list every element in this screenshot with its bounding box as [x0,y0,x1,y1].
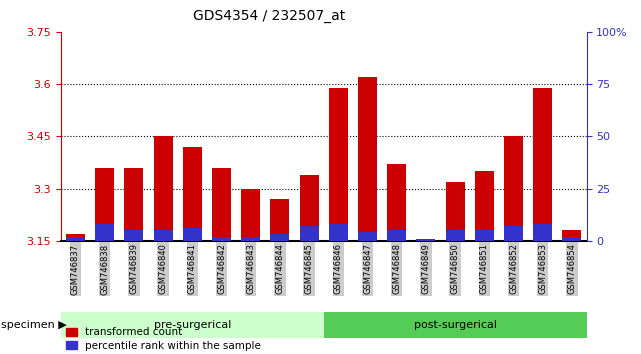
Text: GSM746847: GSM746847 [363,244,372,295]
Bar [387,230,406,241]
Legend: transformed count, percentile rank within the sample: transformed count, percentile rank withi… [66,327,261,350]
Bar [271,234,289,241]
Text: GSM746852: GSM746852 [509,244,518,295]
Text: GSM746839: GSM746839 [129,244,138,295]
Bar [417,239,435,241]
Bar [124,168,144,241]
Bar [387,164,406,241]
Text: GSM746841: GSM746841 [188,244,197,295]
Text: GSM746849: GSM746849 [421,244,430,295]
Text: GSM746843: GSM746843 [246,244,255,295]
Bar [96,168,114,241]
Text: GSM746837: GSM746837 [71,244,80,295]
Bar [533,87,552,241]
Bar [445,182,465,241]
Bar [96,224,114,241]
Bar [504,226,523,241]
Text: GSM746838: GSM746838 [100,244,109,295]
Bar [66,236,85,241]
Bar [358,77,377,241]
Bar [475,230,494,241]
Bar [562,236,581,241]
Bar [124,230,144,241]
Bar [504,136,523,241]
Bar [241,189,260,241]
Bar [475,171,494,241]
Text: pre-surgerical: pre-surgerical [154,320,231,330]
Text: GSM746844: GSM746844 [276,244,285,295]
Text: specimen ▶: specimen ▶ [1,320,67,330]
Bar [154,230,172,241]
Text: GSM746850: GSM746850 [451,244,460,295]
Text: GSM746840: GSM746840 [158,244,167,295]
Bar [329,224,348,241]
Text: GSM746842: GSM746842 [217,244,226,295]
Text: GSM746853: GSM746853 [538,244,547,295]
Text: GSM746848: GSM746848 [392,244,401,295]
Bar [212,168,231,241]
Text: GSM746854: GSM746854 [567,244,576,295]
Bar [154,136,172,241]
Text: GDS4354 / 232507_at: GDS4354 / 232507_at [193,9,345,23]
Bar [562,230,581,241]
Bar [358,232,377,241]
Text: GSM746846: GSM746846 [334,244,343,295]
Text: post-surgerical: post-surgerical [413,320,497,330]
Text: GSM746851: GSM746851 [480,244,489,295]
Bar [445,230,465,241]
Bar [533,224,552,241]
Bar [66,234,85,241]
Bar [299,226,319,241]
Bar [329,87,348,241]
Bar [241,236,260,241]
Bar [212,236,231,241]
Text: GSM746845: GSM746845 [304,244,313,295]
Bar [417,239,435,241]
Bar [183,228,202,241]
Bar [183,147,202,241]
Bar [271,199,289,241]
Bar [299,175,319,241]
